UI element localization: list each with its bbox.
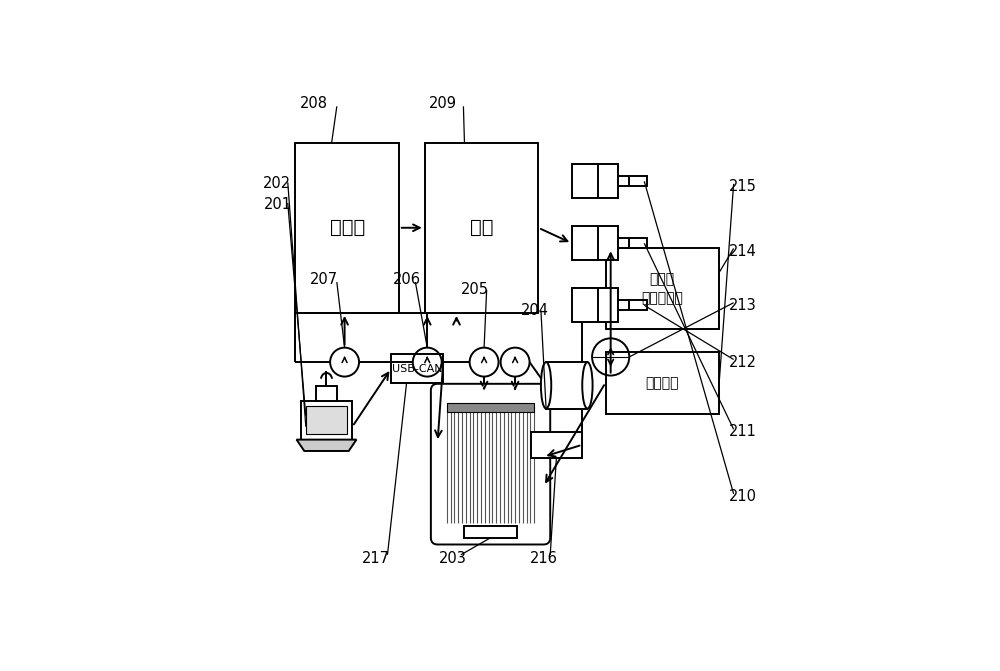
Text: 拉线式
位移传感器: 拉线式 位移传感器 (641, 272, 683, 305)
Text: 主阀: 主阀 (470, 218, 493, 238)
Text: 201: 201 (263, 197, 291, 212)
Polygon shape (297, 440, 356, 451)
Text: 214: 214 (728, 244, 756, 258)
Text: 217: 217 (362, 551, 390, 566)
Bar (306, 406, 347, 434)
Bar (295, 142, 399, 313)
Bar (391, 354, 443, 382)
Bar (531, 432, 582, 458)
Text: 206: 206 (393, 272, 421, 287)
Bar (301, 401, 352, 440)
Text: 210: 210 (728, 489, 756, 504)
Bar (464, 527, 517, 537)
Bar (316, 386, 337, 401)
Text: 208: 208 (300, 96, 328, 111)
Text: 204: 204 (521, 303, 549, 318)
Text: 211: 211 (728, 424, 756, 440)
Text: 213: 213 (729, 298, 756, 313)
Bar (546, 362, 587, 409)
Text: 216: 216 (530, 551, 557, 566)
Text: 212: 212 (728, 354, 756, 370)
Bar (618, 300, 647, 311)
Text: 207: 207 (310, 272, 338, 287)
Bar (425, 142, 538, 313)
Bar (606, 248, 719, 329)
Ellipse shape (541, 362, 551, 409)
Bar (572, 164, 618, 198)
Text: 205: 205 (461, 282, 489, 297)
Text: 电子罗盘: 电子罗盘 (646, 376, 679, 390)
Bar (572, 227, 618, 260)
Bar (447, 403, 534, 412)
Text: 202: 202 (263, 176, 291, 191)
Text: 215: 215 (728, 179, 756, 194)
Ellipse shape (582, 362, 593, 409)
Bar (572, 289, 618, 322)
Bar (606, 352, 719, 414)
Text: 203: 203 (439, 551, 467, 566)
Text: 先导阀: 先导阀 (330, 218, 365, 238)
Text: USB-CAN: USB-CAN (392, 364, 442, 374)
FancyBboxPatch shape (431, 384, 550, 544)
Bar (618, 176, 647, 187)
Bar (618, 238, 647, 248)
Text: 209: 209 (429, 96, 457, 111)
